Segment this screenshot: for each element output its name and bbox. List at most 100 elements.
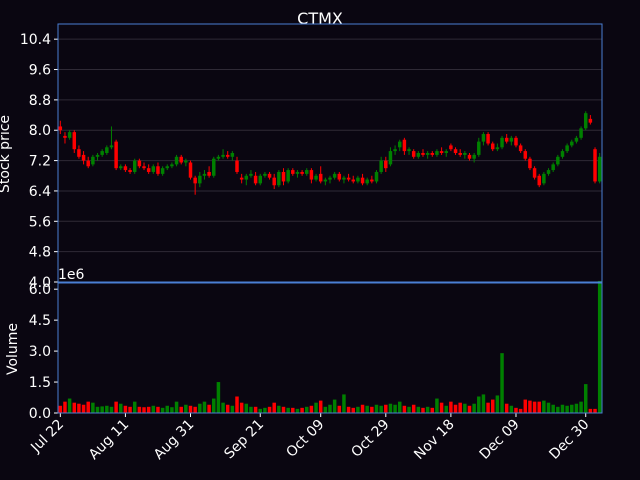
volume-bar bbox=[500, 353, 504, 413]
candle-body bbox=[272, 177, 276, 186]
candle-body bbox=[86, 160, 90, 167]
volume-bar bbox=[365, 405, 369, 413]
candle-body bbox=[63, 135, 67, 138]
price-candles bbox=[58, 111, 602, 195]
candle-body bbox=[393, 149, 397, 152]
candle-body bbox=[142, 166, 146, 169]
candle-body bbox=[444, 151, 448, 153]
candle-body bbox=[518, 145, 523, 152]
candle-body bbox=[81, 154, 86, 161]
volume-y-tick-label: 6.0 bbox=[29, 282, 51, 298]
volume-y-tick-label: 3.0 bbox=[29, 344, 51, 360]
volume-bar bbox=[91, 402, 95, 413]
price-y-tick-label: 10.4 bbox=[20, 32, 51, 48]
volume-bar bbox=[137, 406, 142, 413]
volume-bar bbox=[523, 399, 528, 413]
candle-body bbox=[109, 145, 114, 148]
candle-body bbox=[235, 160, 239, 172]
candle-body bbox=[416, 153, 421, 157]
volume-bar bbox=[593, 408, 597, 413]
candle-body bbox=[374, 171, 379, 182]
candle-body bbox=[449, 145, 453, 150]
price-y-tick-label: 7.2 bbox=[29, 154, 51, 170]
volume-y-axis: 0.0 1.5 3.0 4.5 6.0 bbox=[29, 282, 58, 422]
volume-bar bbox=[165, 405, 170, 413]
volume-bar bbox=[146, 406, 151, 413]
volume-bar bbox=[142, 407, 146, 413]
candle-body bbox=[291, 170, 295, 174]
candle-body bbox=[337, 173, 342, 180]
volume-bar bbox=[574, 403, 579, 413]
candle-body bbox=[425, 153, 430, 155]
volume-bar bbox=[295, 408, 300, 413]
volume-bar bbox=[193, 406, 197, 413]
volume-bar bbox=[249, 406, 253, 413]
volume-bar bbox=[305, 406, 309, 413]
volume-bar bbox=[398, 401, 402, 413]
candle-body bbox=[370, 179, 374, 182]
candle-body bbox=[597, 156, 602, 182]
candle-body bbox=[198, 175, 202, 184]
volume-bar bbox=[449, 401, 453, 413]
volume-bar bbox=[588, 408, 593, 413]
candle-body bbox=[314, 175, 318, 180]
candle-body bbox=[542, 173, 546, 184]
volume-bar bbox=[188, 405, 193, 413]
volume-bar bbox=[374, 404, 379, 413]
candle-body bbox=[546, 170, 551, 174]
candle-body bbox=[574, 137, 579, 142]
candle-body bbox=[165, 166, 170, 169]
volume-bars bbox=[58, 280, 602, 413]
price-y-tick-label: 5.6 bbox=[29, 214, 51, 230]
candle-body bbox=[384, 160, 388, 169]
candle-body bbox=[100, 151, 104, 155]
candle-body bbox=[286, 170, 290, 182]
candle-body bbox=[267, 173, 272, 178]
candle-body bbox=[477, 141, 481, 155]
candle-body bbox=[188, 162, 193, 178]
volume-bar bbox=[570, 404, 574, 413]
volume-y-label: Volume bbox=[5, 323, 21, 375]
candle-body bbox=[119, 166, 123, 169]
price-panel-frame bbox=[57, 23, 603, 283]
volume-bar bbox=[239, 402, 244, 413]
candle-body bbox=[151, 166, 156, 172]
candle-body bbox=[588, 118, 593, 123]
candle-body bbox=[174, 156, 179, 165]
volume-bar bbox=[244, 403, 249, 413]
candle-body bbox=[184, 160, 188, 163]
volume-bar bbox=[532, 401, 537, 413]
volume-bar bbox=[184, 404, 188, 413]
volume-bar bbox=[314, 402, 318, 413]
candle-body bbox=[253, 175, 258, 184]
volume-bar bbox=[151, 405, 156, 413]
volume-bar bbox=[481, 394, 486, 413]
volume-bar bbox=[425, 406, 430, 413]
volume-bar bbox=[235, 396, 239, 413]
volume-bar bbox=[411, 404, 416, 413]
candle-body bbox=[160, 168, 165, 174]
candle-body bbox=[532, 168, 537, 178]
volume-bar bbox=[58, 405, 63, 413]
candle-body bbox=[435, 151, 439, 155]
candle-body bbox=[239, 177, 244, 180]
candle-body bbox=[212, 158, 216, 176]
volume-bar bbox=[291, 407, 295, 413]
candle-body bbox=[67, 132, 72, 138]
volume-bar bbox=[486, 402, 490, 413]
volume-panel-frame bbox=[57, 282, 603, 414]
volume-bar bbox=[393, 404, 397, 413]
candle-body bbox=[170, 164, 174, 167]
volume-bar bbox=[402, 405, 407, 413]
candle-body bbox=[77, 149, 81, 157]
candle-body bbox=[583, 113, 588, 129]
candle-body bbox=[202, 173, 207, 176]
volume-bar bbox=[370, 406, 374, 413]
volume-bar bbox=[77, 403, 81, 413]
candle-body bbox=[379, 160, 383, 172]
candle-body bbox=[453, 149, 458, 153]
candle-body bbox=[249, 173, 253, 176]
volume-bar bbox=[551, 404, 555, 413]
candle-body bbox=[528, 158, 532, 169]
candle-body bbox=[504, 137, 509, 142]
